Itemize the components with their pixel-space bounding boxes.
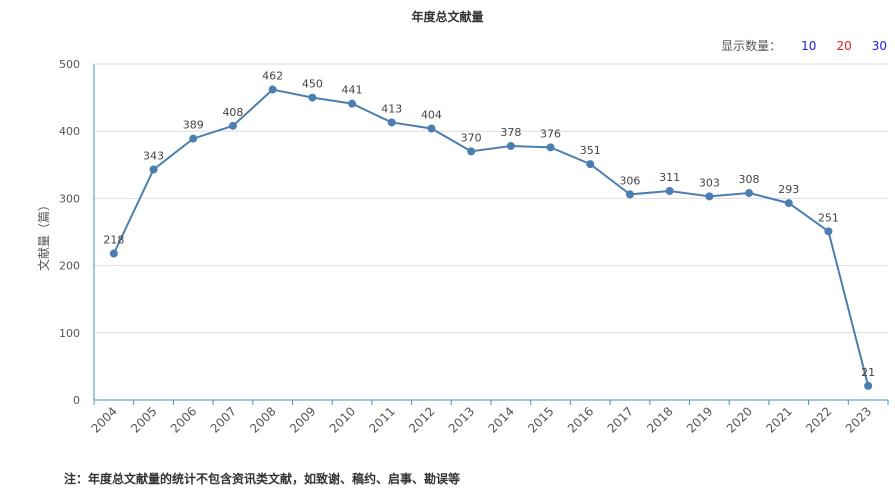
data-point: [506, 141, 515, 150]
x-tick-label: 2007: [208, 404, 239, 435]
data-label: 408: [222, 106, 243, 119]
y-tick-label: 300: [59, 192, 80, 205]
data-label: 218: [103, 234, 124, 247]
data-label: 389: [183, 119, 204, 132]
data-point: [784, 199, 793, 208]
data-label: 370: [461, 131, 482, 144]
data-label: 306: [619, 174, 640, 187]
data-series: [109, 85, 873, 390]
y-tick-label: 200: [59, 260, 80, 273]
series-line: [112, 88, 870, 387]
data-point: [665, 187, 674, 196]
data-label: 251: [818, 211, 839, 224]
data-point: [268, 85, 277, 94]
x-tick-label: 2020: [724, 404, 755, 435]
x-tick-label: 2017: [605, 404, 636, 435]
data-label: 303: [699, 176, 720, 189]
data-point: [625, 190, 634, 199]
data-label: 293: [778, 183, 799, 196]
axes: 0 100 200 300 400 500 2004 2005 2006 2007 2008 2009…: [59, 58, 889, 436]
data-point: [308, 93, 317, 102]
x-tick-label: 2019: [684, 404, 715, 435]
y-tick-label: 100: [59, 327, 80, 340]
display-count-selector: 显示数量： 10 20 30: [721, 37, 887, 54]
data-point: [705, 192, 714, 201]
x-tick-label: 2016: [565, 404, 596, 435]
data-label: 343: [143, 150, 164, 163]
data-label: 441: [342, 84, 363, 97]
data-label: 376: [540, 127, 561, 140]
data-point: [467, 147, 476, 156]
display-count-option-30[interactable]: 30: [871, 38, 887, 53]
x-tick-label: 2005: [128, 404, 159, 435]
footnote: 注：年度总文献量的统计不包含资讯类文献，如致谢、稿约、启事、勘误等: [64, 472, 461, 486]
data-point: [189, 134, 198, 143]
chart-title: 年度总文献量: [411, 10, 484, 24]
x-tick-label: 2015: [525, 404, 556, 435]
data-labels: 218 343 389 408 462 450 441 413 404 370 378 376 351 3…: [103, 70, 875, 379]
x-tick-label: 2010: [327, 404, 358, 435]
x-tick-label: 2018: [644, 404, 675, 435]
data-label: 450: [302, 78, 323, 91]
x-tick-label: 2008: [247, 404, 278, 435]
data-label: 21: [861, 366, 875, 379]
data-label: 308: [739, 173, 760, 186]
data-point: [745, 189, 754, 198]
data-point: [228, 121, 237, 130]
data-point: [427, 124, 436, 133]
data-point: [546, 143, 555, 152]
data-label: 404: [421, 109, 442, 122]
data-point: [387, 118, 396, 127]
x-tick-label: 2006: [168, 404, 199, 435]
data-label: 351: [580, 144, 601, 157]
data-point: [864, 381, 873, 390]
x-tick-label: 2013: [446, 404, 477, 435]
data-label: 378: [500, 126, 521, 139]
x-tick-label: 2009: [287, 404, 318, 435]
display-count-option-10[interactable]: 10: [801, 38, 817, 53]
x-tick-label: 2023: [843, 404, 874, 435]
display-count-label: 显示数量：: [721, 39, 782, 53]
y-tick-label: 0: [73, 394, 80, 407]
gridlines: [94, 63, 888, 334]
x-tick-label: 2011: [366, 404, 397, 435]
data-point: [149, 165, 158, 174]
x-tick-label: 2021: [763, 404, 794, 435]
y-tick-label: 400: [59, 125, 80, 138]
x-tick-label: 2014: [485, 404, 516, 435]
y-tick-label: 500: [59, 58, 80, 71]
data-label: 311: [659, 171, 680, 184]
y-axis-label: 文献量（篇）: [36, 199, 51, 271]
data-label: 462: [262, 70, 283, 83]
x-tick-label: 2012: [406, 404, 437, 435]
data-label: 413: [381, 102, 402, 115]
data-point: [109, 249, 118, 258]
data-point: [824, 227, 833, 236]
data-point: [348, 99, 357, 108]
x-tick-label: 2004: [88, 404, 119, 435]
x-tick-label: 2022: [803, 404, 834, 435]
data-point: [586, 160, 595, 169]
display-count-option-20[interactable]: 20: [836, 38, 852, 53]
